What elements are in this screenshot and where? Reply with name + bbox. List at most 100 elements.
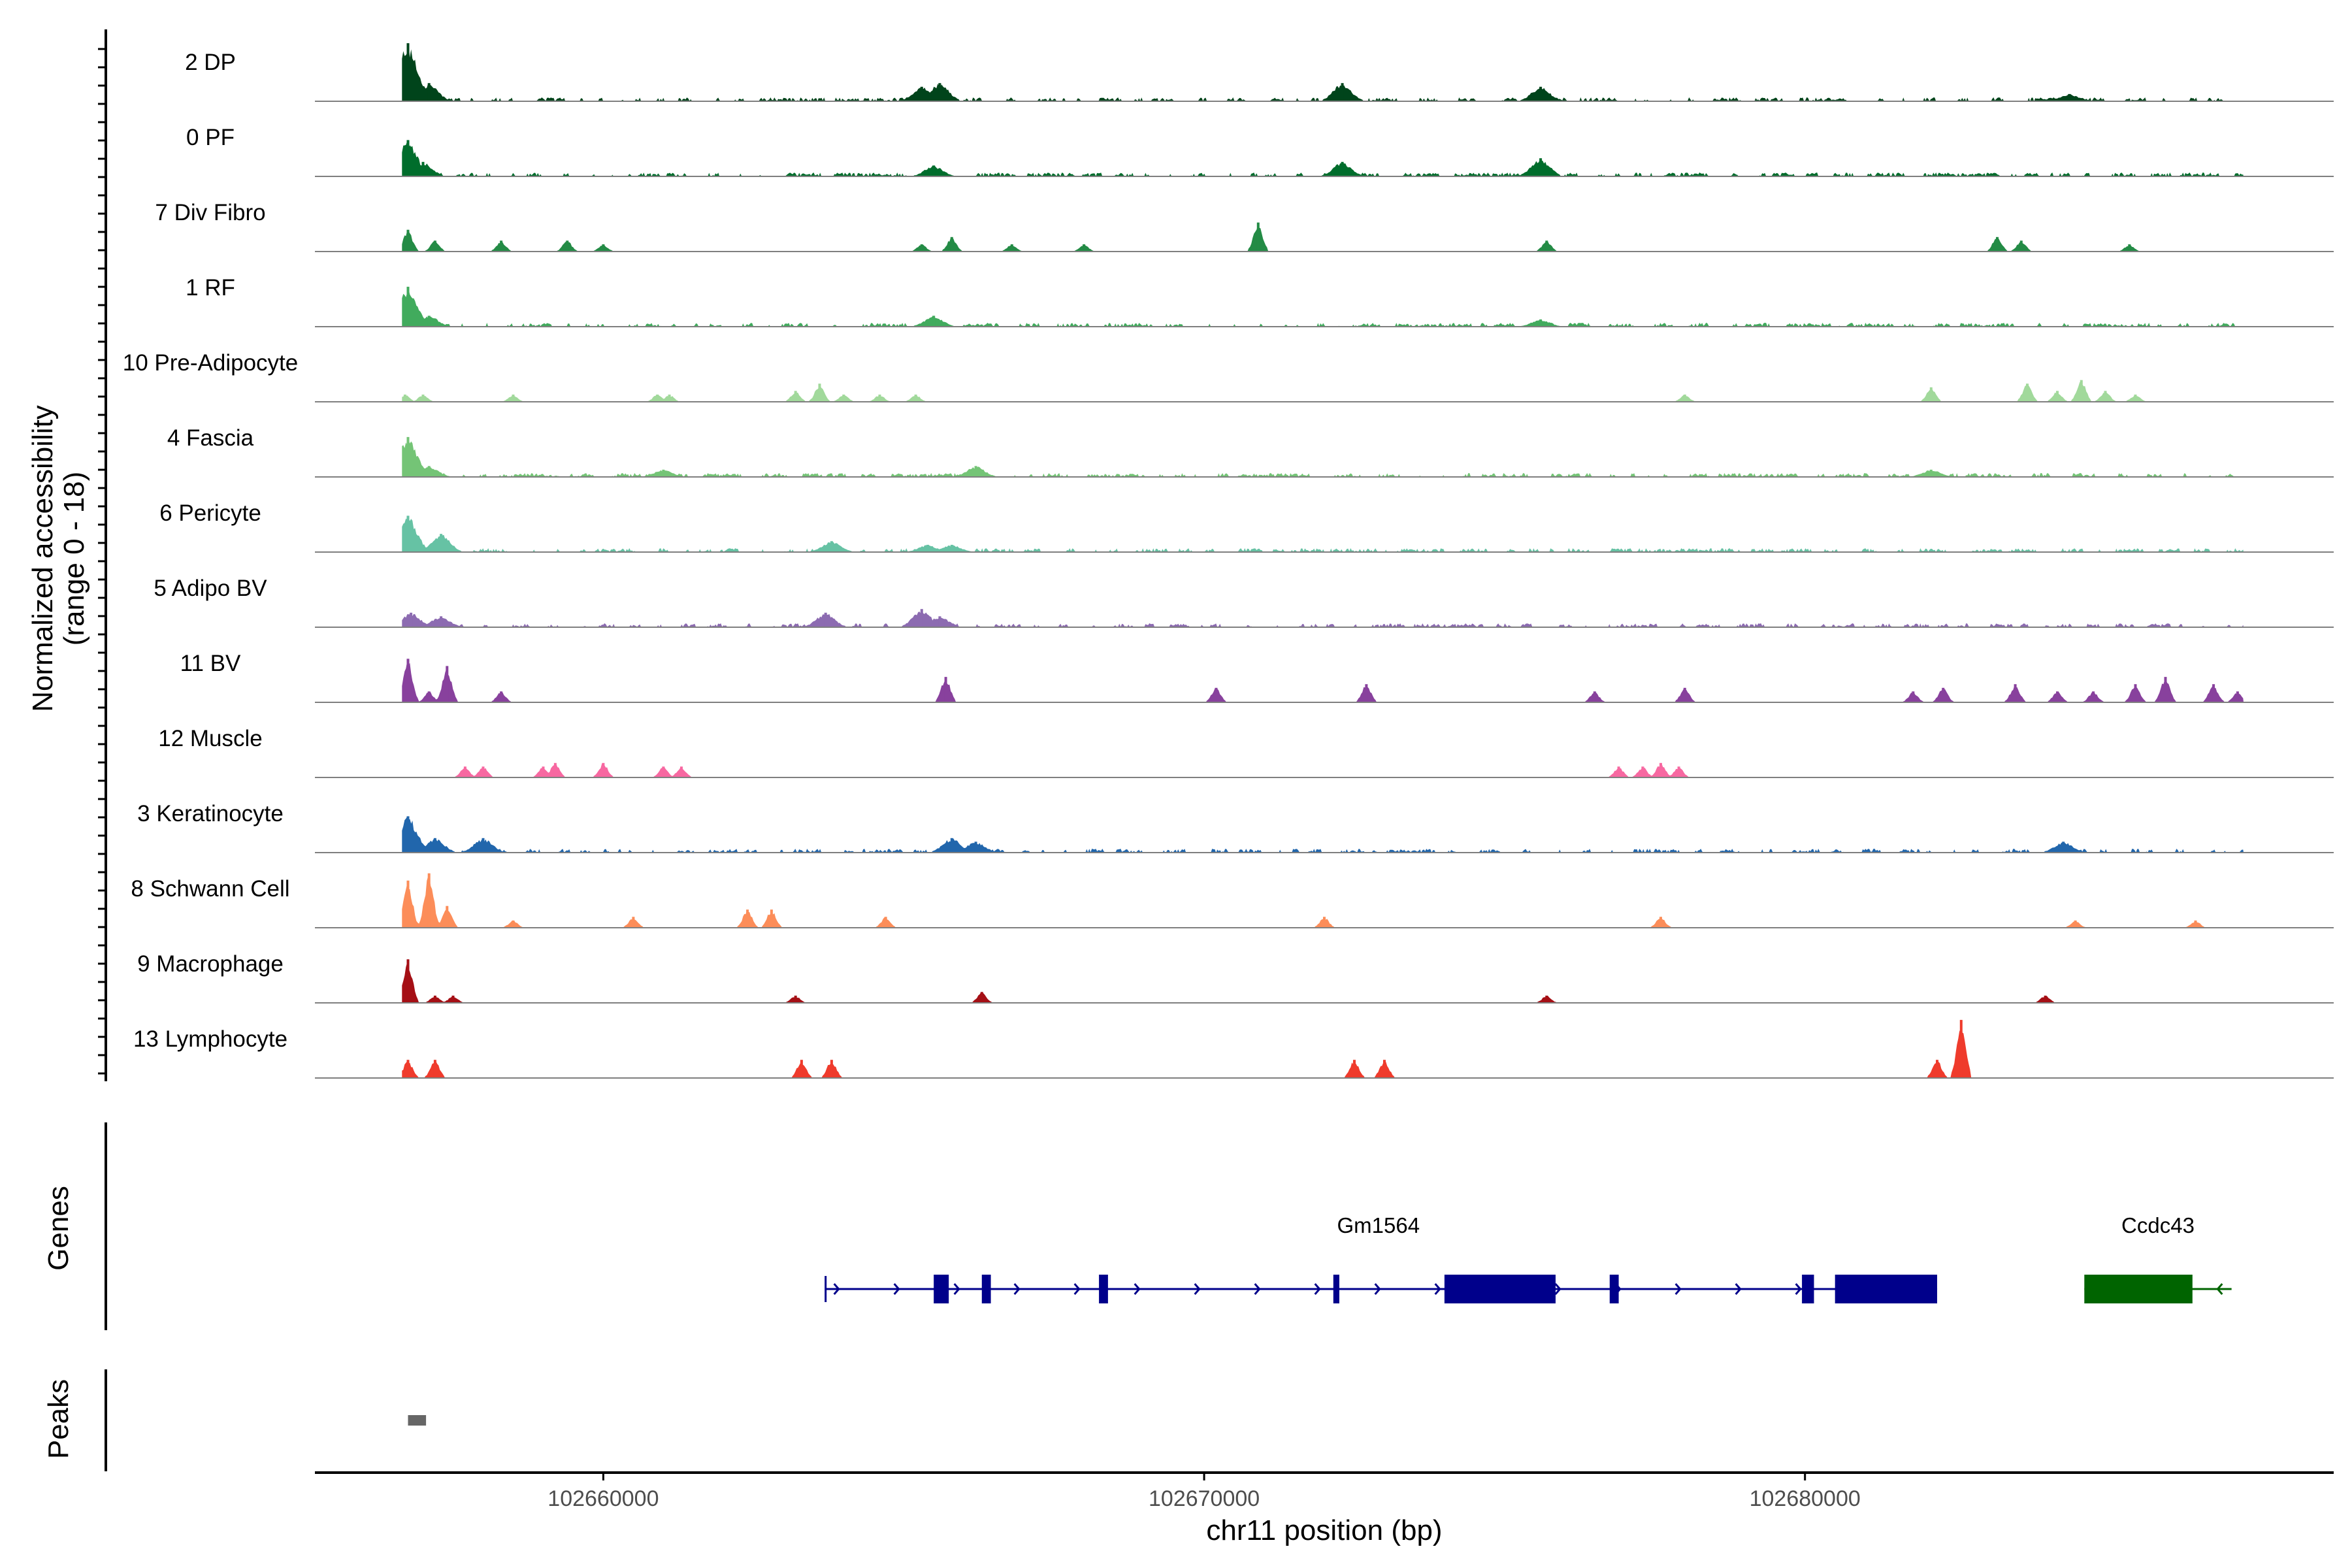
signal-peak	[427, 466, 431, 477]
signal-peak	[2056, 691, 2059, 702]
genes-axis-label: Genes	[42, 1186, 74, 1271]
signal-peak	[680, 766, 683, 777]
signal-peak	[406, 140, 410, 176]
track-label: 0 PF	[186, 125, 235, 150]
signal-peak	[818, 384, 821, 402]
track-label: 13 Lymphocyte	[133, 1026, 287, 1052]
signal-peak	[2062, 841, 2065, 853]
y-axis-title-line2: (range 0 - 18)	[58, 472, 90, 646]
signal-peak	[938, 616, 941, 627]
signal-peak	[974, 841, 977, 853]
track-6-pericyte: 6 Pericyte	[159, 500, 2334, 553]
signal-peak	[770, 909, 773, 928]
signal-peak	[1677, 766, 1680, 777]
signal-peak	[421, 394, 425, 402]
track-9-macrophage: 9 Macrophage	[137, 951, 2334, 1004]
signal-peak	[1617, 766, 1620, 777]
signal-peak	[433, 240, 436, 252]
signal-area	[402, 225, 2244, 252]
signal-peak	[406, 1060, 410, 1078]
track-label: 4 Fascia	[167, 425, 254, 451]
signal-peak	[1010, 244, 1013, 252]
signal-peak	[433, 995, 436, 1003]
signal-peak	[1912, 691, 1915, 702]
signal-peak	[1959, 1020, 1963, 1078]
signal-area	[402, 44, 2244, 101]
track-5-adipo-bv: 5 Adipo BV	[154, 576, 2334, 628]
signal-peak	[632, 917, 635, 928]
signal-peak	[1539, 319, 1543, 327]
signal-peak	[920, 609, 923, 627]
signal-peak	[926, 544, 929, 552]
signal-peak	[830, 1060, 833, 1078]
signal-peak	[662, 469, 665, 477]
signal-peak	[1545, 995, 1548, 1003]
signal-peak	[2014, 684, 2017, 702]
signal-peak	[914, 394, 917, 402]
gene-label: Gm1564	[1337, 1213, 1420, 1237]
strand-arrow	[893, 1283, 900, 1295]
signal-peak	[980, 992, 983, 1003]
signal-peak	[410, 612, 413, 627]
signal-peak	[433, 1060, 436, 1078]
signal-peak	[938, 83, 941, 101]
x-tick-label: 102660000	[547, 1486, 659, 1511]
signal-peak	[824, 612, 827, 627]
signal-area	[402, 140, 2244, 176]
gene-ccdc43: Ccdc43	[2084, 1213, 2232, 1303]
signal-peak	[2092, 691, 2095, 702]
signal-area	[402, 763, 2244, 777]
signal-area	[402, 439, 2244, 477]
signal-peak	[1659, 917, 1662, 928]
x-tick-label: 102670000	[1149, 1486, 1260, 1511]
signal-peak	[512, 920, 515, 928]
signal-peak	[932, 165, 936, 176]
track-label: 5 Adipo BV	[154, 576, 267, 601]
strand-arrow	[1795, 1283, 1802, 1295]
signal-peak	[794, 995, 797, 1003]
signal-peak	[482, 838, 485, 853]
strand-arrow	[1134, 1283, 1141, 1295]
signal-peak	[2212, 684, 2215, 702]
signal-peak	[542, 766, 545, 777]
strand-arrow	[833, 1283, 840, 1295]
signal-peak	[1323, 917, 1326, 928]
signal-peak	[427, 691, 431, 702]
signal-peak	[406, 659, 410, 702]
signal-peak	[2104, 391, 2107, 402]
track-label: 3 Keratinocyte	[137, 801, 284, 826]
strand-arrow	[1194, 1283, 1201, 1295]
track-label: 12 Muscle	[158, 726, 263, 751]
signal-peak	[406, 880, 410, 928]
peak-region-track	[408, 1415, 427, 1426]
signal-peak	[482, 766, 485, 777]
track-label: 2 DP	[185, 50, 236, 75]
track-0-pf: 0 PF	[186, 125, 2334, 177]
signal-peak	[446, 906, 449, 928]
signal-peak	[1215, 687, 1218, 702]
strand-arrow	[1073, 1283, 1081, 1295]
signal-peak	[2236, 691, 2239, 702]
signal-peak	[1683, 687, 1686, 702]
signal-peak	[463, 766, 466, 777]
signal-peak	[1996, 237, 1999, 252]
signal-peak	[950, 237, 953, 252]
signal-peak	[406, 959, 410, 1003]
gene-track: Gm1564 Ccdc43	[825, 1213, 2232, 1303]
signal-area	[402, 518, 2244, 552]
gene-label: Ccdc43	[2121, 1213, 2195, 1237]
signal-peak	[440, 534, 443, 552]
signal-area	[402, 962, 2244, 1003]
signal-peak	[427, 316, 431, 327]
signal-peak	[406, 43, 410, 101]
strand-arrow	[1674, 1283, 1682, 1295]
x-axis-title: chr11 position (bp)	[1206, 1514, 1442, 1546]
signal-peak	[2134, 684, 2137, 702]
signal-peak	[2164, 677, 2167, 702]
signal-peak	[878, 394, 881, 402]
x-tick-label: 102680000	[1750, 1486, 1861, 1511]
strand-arrow	[2216, 1283, 2223, 1295]
signal-peak	[500, 691, 503, 702]
strand-arrow	[1013, 1283, 1021, 1295]
signal-peak	[746, 909, 749, 928]
